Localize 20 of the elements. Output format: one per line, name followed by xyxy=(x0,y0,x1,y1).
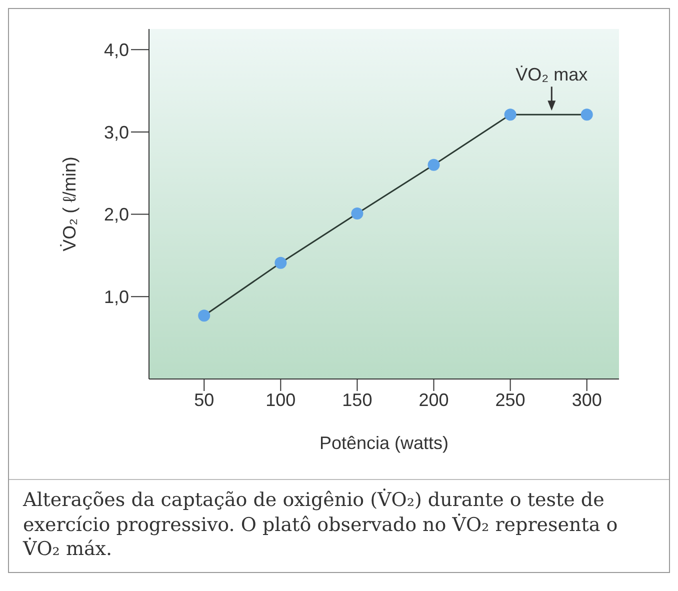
y-tick-label: 4,0 xyxy=(104,40,129,60)
text: Alterações da captação de oxigênio (V̇O₂) durante o teste de exercício progressivo. O platô observado no V̇O₂ representa o V̇O₂ máx. xyxy=(9,479,669,572)
y-axis-title: V̇O₂ ( ℓ/min) xyxy=(59,156,80,252)
x-tick-label: 200 xyxy=(418,390,449,410)
point xyxy=(351,207,364,220)
annotation: V̇O₂ max xyxy=(516,64,588,85)
x-tick-label: 100 xyxy=(266,390,296,410)
point xyxy=(198,310,210,322)
point xyxy=(504,108,516,121)
x-tick-label: 50 xyxy=(194,390,214,410)
point xyxy=(580,108,593,121)
y-tick-label: 3,0 xyxy=(104,122,129,142)
point xyxy=(274,256,287,269)
x-tick-label: 250 xyxy=(495,390,526,410)
y-tick-label: 1,0 xyxy=(104,287,129,308)
y-tick-label: 2,0 xyxy=(104,204,129,225)
point xyxy=(428,158,440,171)
x-tick-label: 150 xyxy=(342,390,372,410)
x-axis-title: Potência (watts) xyxy=(319,433,449,453)
x-tick-label: 300 xyxy=(572,390,602,410)
